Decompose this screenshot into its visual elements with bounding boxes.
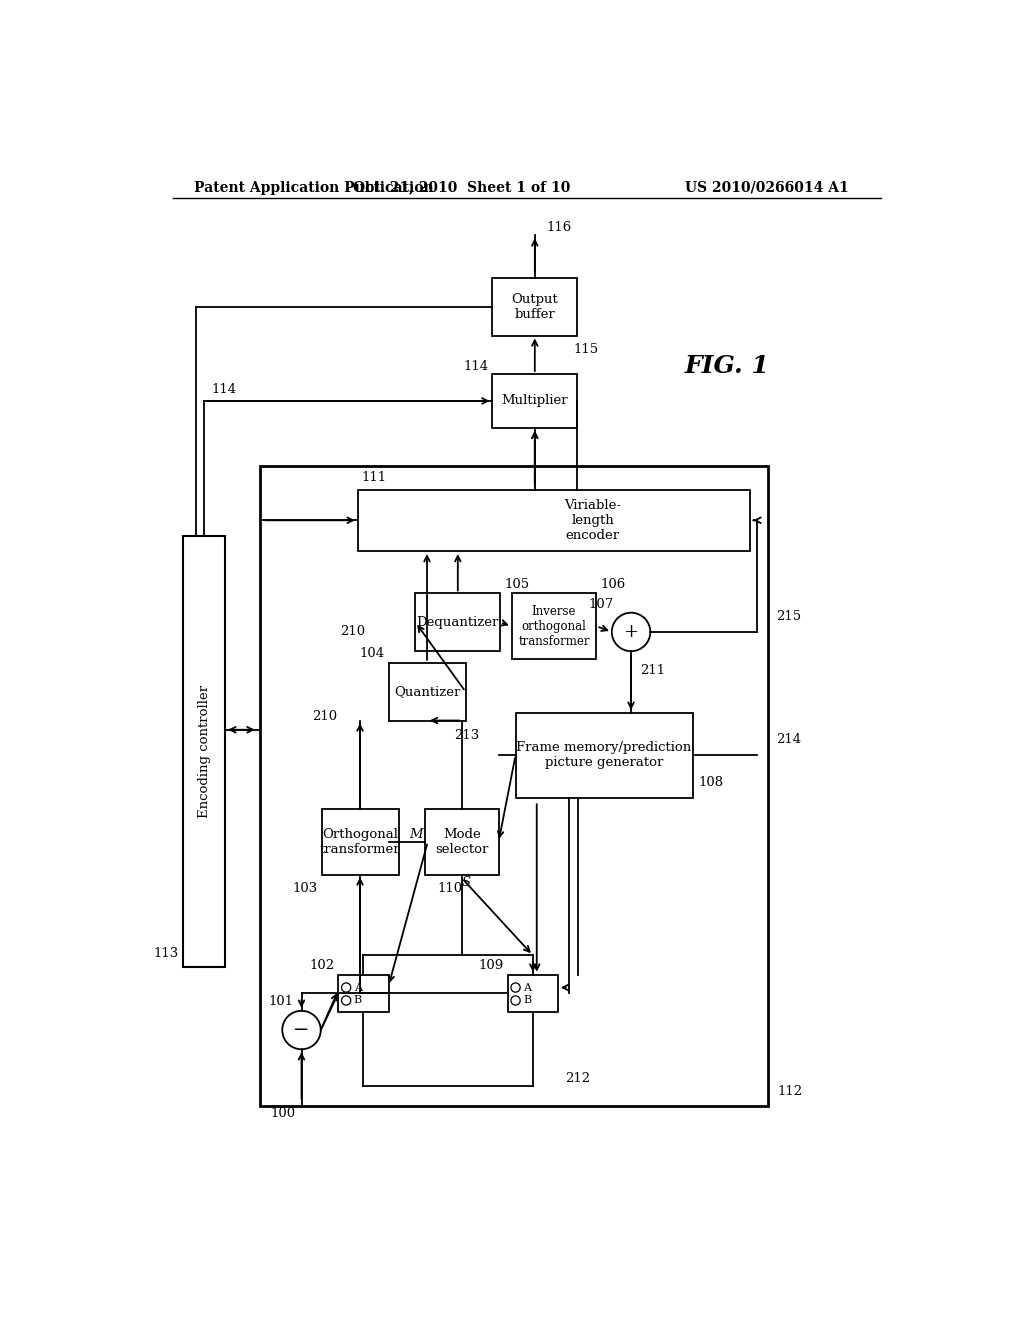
Bar	[260, 466, 768, 1106]
Text: US 2010/0266014 A1: US 2010/0266014 A1	[685, 181, 849, 194]
Text: B: B	[353, 995, 361, 1006]
Text: 109: 109	[479, 958, 504, 972]
Text: Inverse
orthogonal
transformer: Inverse orthogonal transformer	[518, 605, 590, 648]
Text: Encoding controller: Encoding controller	[198, 685, 211, 818]
Text: 103: 103	[293, 882, 317, 895]
Text: A: A	[353, 982, 361, 993]
Text: B: B	[523, 995, 531, 1006]
Text: Mode
selector: Mode selector	[435, 828, 488, 855]
Text: 214: 214	[776, 733, 801, 746]
Text: 112: 112	[777, 1085, 803, 1098]
Text: FIG. 1: FIG. 1	[685, 354, 770, 379]
Text: 210: 210	[340, 626, 366, 639]
Bar	[515, 713, 692, 797]
Bar	[425, 809, 499, 875]
Text: 210: 210	[311, 710, 337, 723]
Text: 104: 104	[359, 647, 385, 660]
Bar	[512, 594, 596, 659]
Text: Dequantizer: Dequantizer	[417, 616, 499, 628]
Bar	[416, 594, 500, 651]
Bar	[183, 536, 225, 966]
Text: Quantizer: Quantizer	[394, 685, 460, 698]
Text: 100: 100	[270, 1106, 295, 1119]
Text: 114: 114	[464, 360, 488, 372]
Text: M: M	[410, 828, 423, 841]
Text: 213: 213	[455, 730, 479, 742]
Bar	[339, 974, 388, 1011]
Text: 106: 106	[600, 578, 626, 591]
Bar	[322, 809, 398, 875]
Text: Orthogonal
transformer: Orthogonal transformer	[319, 828, 400, 855]
Text: 116: 116	[547, 222, 571, 234]
Text: 105: 105	[504, 578, 529, 591]
Text: Oct. 21, 2010  Sheet 1 of 10: Oct. 21, 2010 Sheet 1 of 10	[353, 181, 570, 194]
Text: A: A	[523, 982, 531, 993]
Circle shape	[611, 612, 650, 651]
Text: Multiplier: Multiplier	[502, 395, 568, 408]
Circle shape	[511, 983, 520, 993]
Bar	[493, 374, 578, 428]
Circle shape	[511, 995, 520, 1005]
Text: +: +	[624, 623, 639, 642]
Text: 211: 211	[640, 664, 666, 677]
Bar	[493, 277, 578, 335]
Text: Patent Application Publication: Patent Application Publication	[194, 181, 433, 194]
Bar	[508, 974, 558, 1011]
Text: S: S	[462, 875, 470, 888]
Text: 212: 212	[565, 1072, 591, 1085]
Text: 101: 101	[268, 995, 294, 1008]
Bar	[388, 663, 466, 721]
Text: 111: 111	[361, 471, 387, 484]
Text: 110: 110	[437, 882, 462, 895]
Text: Viriable-
length
encoder: Viriable- length encoder	[564, 499, 622, 541]
Text: −: −	[293, 1022, 309, 1039]
Text: 113: 113	[154, 946, 179, 960]
Text: 102: 102	[309, 958, 335, 972]
Text: Output
buffer: Output buffer	[511, 293, 558, 321]
Text: 115: 115	[573, 343, 598, 356]
Circle shape	[342, 995, 351, 1005]
Text: 114: 114	[212, 383, 237, 396]
Circle shape	[342, 983, 351, 993]
Text: 107: 107	[589, 598, 614, 611]
Bar	[357, 490, 751, 552]
Text: 215: 215	[776, 610, 801, 623]
Text: 108: 108	[698, 776, 724, 788]
Text: Frame memory/prediction
picture generator: Frame memory/prediction picture generato…	[516, 741, 692, 770]
Circle shape	[283, 1011, 321, 1049]
